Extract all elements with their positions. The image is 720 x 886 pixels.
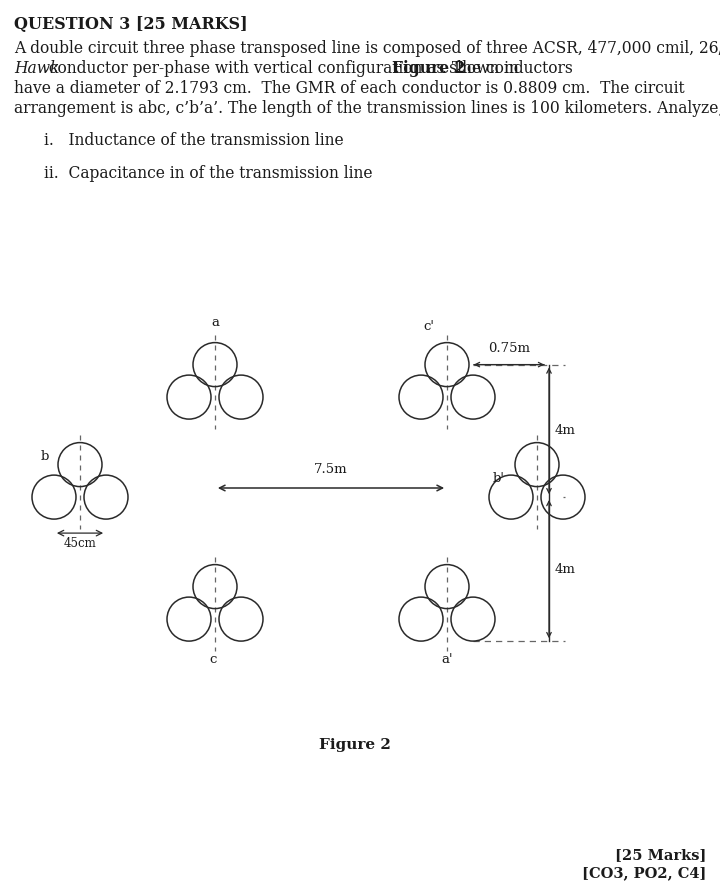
Text: c: c <box>210 653 217 666</box>
Text: QUESTION 3 [25 MARKS]: QUESTION 3 [25 MARKS] <box>14 16 248 33</box>
Text: 45cm: 45cm <box>63 537 96 550</box>
Text: 4m: 4m <box>555 563 576 576</box>
Text: a': a' <box>441 653 453 666</box>
Text: [CO3, PO2, C4]: [CO3, PO2, C4] <box>582 866 706 880</box>
Text: b': b' <box>493 472 505 486</box>
Text: ii.  Capacitance in of the transmission line: ii. Capacitance in of the transmission l… <box>44 165 372 182</box>
Text: Figure 2: Figure 2 <box>392 60 465 77</box>
Text: A double circuit three phase transposed line is composed of three ACSR, 477,000 : A double circuit three phase transposed … <box>14 40 720 57</box>
Text: 0.75m: 0.75m <box>488 342 530 354</box>
Text: a: a <box>211 315 219 329</box>
Text: b: b <box>41 450 49 463</box>
Text: i.   Inductance of the transmission line: i. Inductance of the transmission line <box>44 132 343 149</box>
Text: 4m: 4m <box>555 424 576 438</box>
Text: Hawk: Hawk <box>14 60 59 77</box>
Text: Figure 2: Figure 2 <box>319 738 391 752</box>
Text: [25 Marks]: [25 Marks] <box>615 848 706 862</box>
Text: c': c' <box>423 320 434 332</box>
Text: arrangement is abc, c’b’a’. The length of the transmission lines is 100 kilomete: arrangement is abc, c’b’a’. The length o… <box>14 100 720 117</box>
Text: conductor per-phase with vertical configuration as shown in: conductor per-phase with vertical config… <box>44 60 523 77</box>
Text: . The conductors: . The conductors <box>442 60 572 77</box>
Text: have a diameter of 2.1793 cm.  The GMR of each conductor is 0.8809 cm.  The circ: have a diameter of 2.1793 cm. The GMR of… <box>14 80 685 97</box>
Text: 7.5m: 7.5m <box>314 463 348 476</box>
